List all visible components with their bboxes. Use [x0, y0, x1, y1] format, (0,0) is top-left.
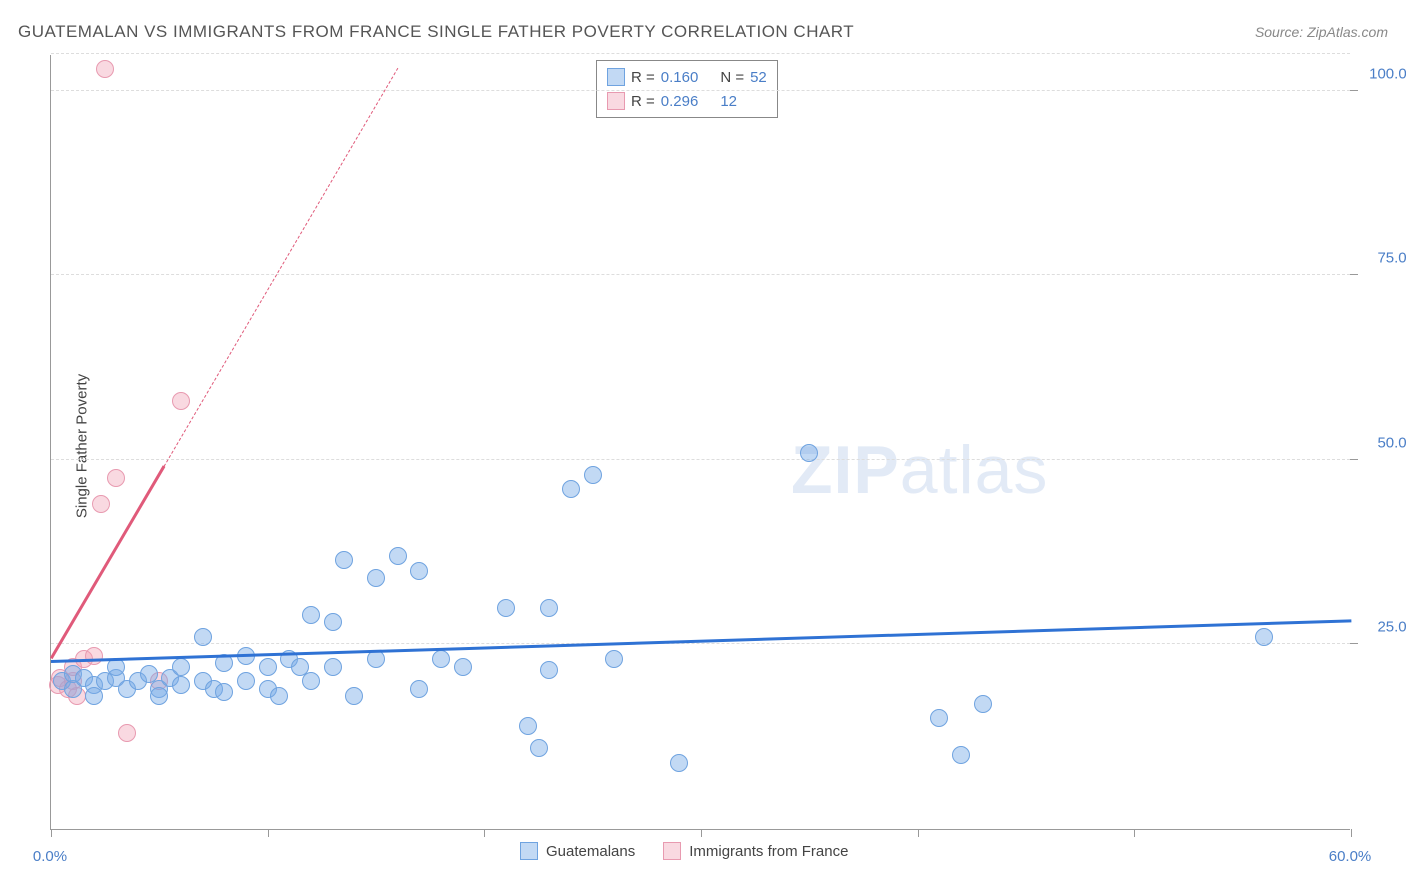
data-point — [1255, 628, 1273, 646]
gridline — [51, 274, 1350, 275]
source-attribution: Source: ZipAtlas.com — [1255, 24, 1388, 40]
data-point — [410, 562, 428, 580]
data-point — [324, 613, 342, 631]
data-point — [367, 650, 385, 668]
data-point — [432, 650, 450, 668]
data-point — [670, 754, 688, 772]
x-tick — [918, 829, 919, 837]
y-tick — [1350, 643, 1358, 644]
y-tick — [1350, 274, 1358, 275]
x-tick — [51, 829, 52, 837]
legend-row-blue: R = 0.160 N = 52 — [607, 65, 767, 89]
x-tick — [484, 829, 485, 837]
data-point — [259, 658, 277, 676]
data-point — [519, 717, 537, 735]
data-point — [345, 687, 363, 705]
data-point — [952, 746, 970, 764]
data-point — [540, 599, 558, 617]
x-tick — [1351, 829, 1352, 837]
data-point — [172, 392, 190, 410]
legend-item-guatemalans: Guatemalans — [520, 842, 635, 860]
trend-line — [50, 465, 165, 658]
x-tick-label: 60.0% — [1329, 848, 1372, 865]
scatter-plot: ZIPatlas R = 0.160 N = 52 R = 0.296 12 2… — [50, 55, 1350, 830]
y-tick-label: 50.0% — [1377, 434, 1406, 451]
legend-item-france: Immigrants from France — [663, 842, 848, 860]
series-legend: Guatemalans Immigrants from France — [520, 842, 848, 860]
data-point — [530, 739, 548, 757]
data-point — [367, 569, 385, 587]
swatch-blue — [520, 842, 538, 860]
gridline — [51, 643, 1350, 644]
data-point — [194, 628, 212, 646]
data-point — [410, 680, 428, 698]
data-point — [605, 650, 623, 668]
data-point — [118, 724, 136, 742]
data-point — [389, 547, 407, 565]
data-point — [335, 551, 353, 569]
gridline — [51, 90, 1350, 91]
data-point — [237, 672, 255, 690]
y-tick — [1350, 459, 1358, 460]
data-point — [497, 599, 515, 617]
data-point — [107, 469, 125, 487]
data-point — [584, 466, 602, 484]
watermark: ZIPatlas — [791, 431, 1048, 509]
data-point — [562, 480, 580, 498]
gridline — [51, 53, 1350, 54]
swatch-blue — [607, 68, 625, 86]
data-point — [930, 709, 948, 727]
y-tick-label: 100.0% — [1369, 65, 1406, 82]
data-point — [92, 495, 110, 513]
data-point — [324, 658, 342, 676]
data-point — [215, 683, 233, 701]
gridline — [51, 459, 1350, 460]
data-point — [454, 658, 472, 676]
swatch-pink — [663, 842, 681, 860]
data-point — [172, 676, 190, 694]
x-tick — [701, 829, 702, 837]
chart-title: GUATEMALAN VS IMMIGRANTS FROM FRANCE SIN… — [18, 22, 854, 42]
x-tick — [1134, 829, 1135, 837]
x-tick-label: 0.0% — [33, 848, 67, 865]
legend-row-pink: R = 0.296 12 — [607, 89, 767, 113]
data-point — [302, 672, 320, 690]
data-point — [172, 658, 190, 676]
data-point — [800, 444, 818, 462]
data-point — [96, 60, 114, 78]
y-tick-label: 75.0% — [1377, 250, 1406, 267]
data-point — [85, 687, 103, 705]
data-point — [974, 695, 992, 713]
data-point — [270, 687, 288, 705]
data-point — [302, 606, 320, 624]
swatch-pink — [607, 92, 625, 110]
x-tick — [268, 829, 269, 837]
data-point — [85, 647, 103, 665]
y-tick — [1350, 90, 1358, 91]
data-point — [150, 687, 168, 705]
trend-line — [163, 68, 398, 467]
data-point — [540, 661, 558, 679]
y-tick-label: 25.0% — [1377, 619, 1406, 636]
